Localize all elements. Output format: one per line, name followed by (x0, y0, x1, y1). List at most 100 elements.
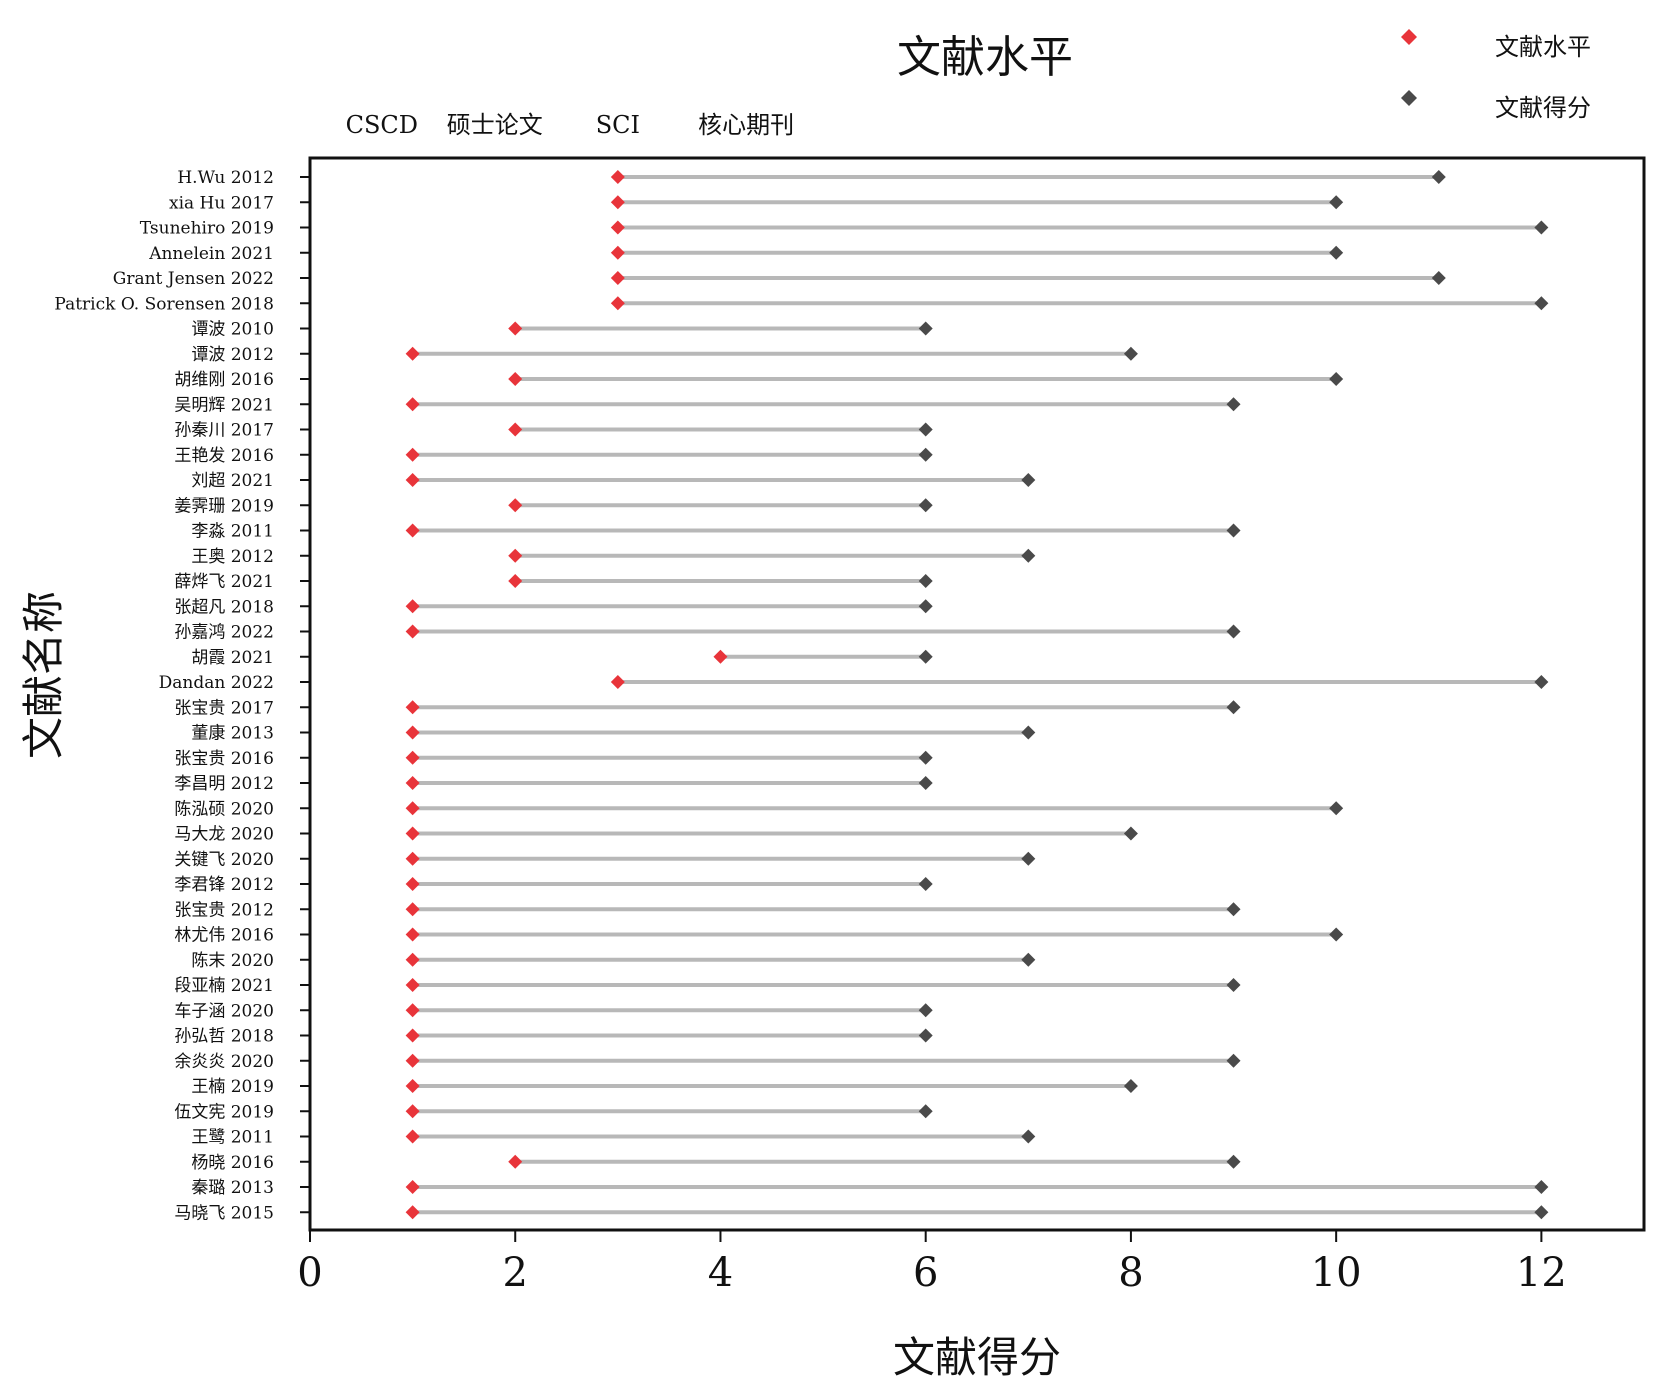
x-tick-label: 8 (1118, 1250, 1143, 1296)
level-marker (405, 725, 420, 740)
score-marker (918, 649, 933, 664)
level-marker (405, 952, 420, 967)
level-marker (405, 750, 420, 765)
x-axis: 0 2 4 6 8 10 12 (297, 1230, 1567, 1296)
level-category-label: 核心期刊 (698, 111, 794, 139)
y-tick-label: 刘超 2021 (191, 471, 274, 491)
y-tick-label: Annelein 2021 (148, 244, 274, 264)
y-tick-label: 伍文宪 2019 (174, 1102, 274, 1122)
level-marker (405, 523, 420, 538)
legend-label: 文献水平 (1495, 33, 1591, 61)
legend-marker (1401, 29, 1417, 45)
score-marker (1123, 1079, 1138, 1093)
y-tick-label: Tsunehiro 2019 (140, 219, 274, 239)
y-tick-label: 王楠 2019 (191, 1077, 274, 1097)
level-marker (713, 649, 728, 664)
score-marker (1226, 902, 1241, 917)
y-tick-label: 胡霞 2021 (191, 648, 274, 668)
level-marker (508, 498, 523, 513)
x-tick-label: 4 (708, 1250, 733, 1296)
score-marker (1226, 978, 1241, 992)
y-tick-label: 李淼 2011 (191, 522, 274, 542)
score-marker (1329, 801, 1344, 816)
level-marker (405, 624, 420, 639)
level-marker (508, 574, 523, 588)
score-marker (918, 574, 933, 588)
level-marker (405, 776, 420, 790)
score-marker (918, 750, 933, 765)
y-tick-label: 陈泓硕 2020 (174, 799, 274, 819)
score-marker (918, 321, 933, 336)
y-tick-label: H.Wu 2012 (177, 168, 274, 188)
score-marker (918, 1104, 933, 1119)
y-tick-label: 胡维刚 2016 (174, 370, 274, 390)
level-marker (405, 978, 420, 992)
level-marker (508, 321, 523, 336)
data-rows (405, 170, 1549, 1220)
level-marker (610, 675, 625, 689)
level-marker (405, 1180, 420, 1194)
y-tick-label: 林尤伟 2016 (174, 926, 274, 946)
level-marker (405, 877, 420, 891)
score-marker (918, 776, 933, 790)
level-marker (405, 397, 420, 412)
score-marker (918, 447, 933, 462)
score-marker (918, 422, 933, 437)
level-marker (405, 599, 420, 614)
score-marker (1534, 675, 1549, 689)
score-marker (918, 599, 933, 614)
level-marker (610, 170, 625, 184)
score-marker (918, 1028, 933, 1043)
score-marker (1431, 170, 1446, 184)
score-marker (1021, 851, 1036, 866)
level-marker (405, 902, 420, 917)
y-tick-label: 关键飞 2020 (174, 850, 274, 870)
level-marker (405, 801, 420, 816)
y-tick-label: 段亚楠 2021 (174, 976, 274, 996)
y-tick-label: 秦璐 2013 (191, 1178, 274, 1198)
level-category-label: 硕士论文 (447, 111, 543, 139)
level-labels: CSCD 硕士论文 SCI 核心期刊 (346, 111, 794, 139)
chart-title: 文献水平 (897, 32, 1073, 83)
y-tick-label: 车子涵 2020 (174, 1001, 274, 1021)
level-marker (405, 346, 420, 361)
y-tick-label: 姜霁珊 2019 (174, 496, 274, 516)
score-marker (1226, 523, 1241, 538)
score-marker (918, 1003, 933, 1018)
score-marker (1226, 700, 1241, 715)
y-tick-label: 谭波 2010 (191, 320, 274, 340)
plot-frame (308, 156, 1646, 1232)
level-marker (405, 1079, 420, 1093)
level-marker (405, 1129, 420, 1144)
level-marker (405, 1104, 420, 1119)
score-marker (1021, 1129, 1036, 1144)
score-marker (1329, 927, 1344, 942)
level-marker (405, 1003, 420, 1018)
score-marker (1431, 271, 1446, 285)
y-tick-label: 薛烨飞 2021 (174, 572, 274, 592)
score-marker (1534, 220, 1549, 235)
score-marker (1021, 725, 1036, 740)
y-tick-label: 马晓飞 2015 (174, 1203, 274, 1223)
score-marker (918, 877, 933, 891)
score-marker (1329, 195, 1344, 210)
y-tick-label: Dandan 2022 (159, 673, 274, 693)
level-marker (610, 271, 625, 285)
y-tick-label: 李君锋 2012 (174, 875, 274, 895)
score-marker (1021, 548, 1036, 563)
score-marker (1021, 473, 1036, 487)
level-marker (405, 1053, 420, 1068)
x-tick-label: 12 (1516, 1250, 1567, 1296)
score-marker (1534, 1205, 1549, 1220)
y-tick-label: 陈末 2020 (191, 951, 274, 971)
y-tick-label: 孙秦川 2017 (174, 421, 274, 441)
level-category-label: SCI (596, 111, 640, 139)
y-tick-label: 王鹭 2011 (191, 1128, 274, 1148)
y-axis-title: 文献名称 (19, 591, 68, 759)
y-tick-label: 孙弘哲 2018 (174, 1027, 274, 1047)
y-tick-label: 杨晓 2016 (191, 1153, 274, 1173)
score-marker (1534, 296, 1549, 311)
level-marker (405, 1205, 420, 1220)
score-marker (1329, 245, 1344, 260)
